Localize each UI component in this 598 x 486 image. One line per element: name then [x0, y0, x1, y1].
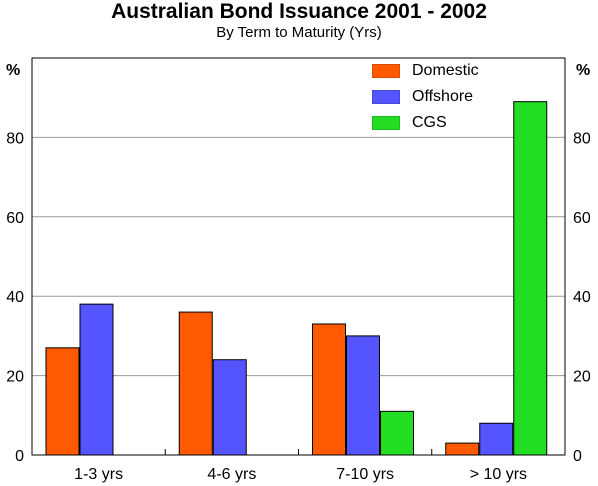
legend-item-cgs: CGS — [372, 114, 447, 132]
x-tick-label: 7-10 yrs — [336, 466, 394, 483]
legend-item-domestic: Domestic — [372, 62, 479, 80]
y-tick-label-left: 80 — [6, 130, 24, 147]
bar-cgs — [513, 101, 548, 456]
bar-cgs — [380, 410, 414, 456]
x-tick-label: 1-3 yrs — [74, 466, 123, 483]
y-tick-label-right: 80 — [573, 130, 591, 147]
bar-offshore — [346, 335, 380, 456]
bar-domestic — [312, 323, 346, 456]
chart-title: Australian Bond Issuance 2001 - 2002 — [111, 0, 487, 23]
bar-offshore — [212, 359, 247, 456]
y-tick-label-left: 20 — [6, 369, 24, 386]
legend-swatch — [372, 116, 400, 130]
legend-item-offshore: Offshore — [372, 88, 473, 106]
legend-swatch — [372, 64, 400, 78]
y-tick-label-right: 20 — [573, 369, 591, 386]
x-tick-label: 4-6 yrs — [207, 466, 256, 483]
legend-label: CGS — [412, 114, 447, 131]
legend-swatch — [372, 90, 400, 104]
chart-subtitle: By Term to Maturity (Yrs) — [216, 24, 382, 41]
bar-offshore — [479, 422, 514, 456]
legend-label: Domestic — [412, 62, 479, 79]
legend-label: Offshore — [412, 88, 474, 105]
y-tick-label-left: 40 — [6, 289, 24, 306]
bar-domestic — [445, 442, 480, 456]
bar-domestic — [45, 347, 80, 456]
bar-offshore — [79, 303, 114, 456]
right-axis-unit: % — [576, 62, 591, 79]
y-tick-label-left: 60 — [6, 210, 24, 227]
y-tick-label-right: 0 — [573, 448, 582, 465]
bar-domestic — [178, 311, 213, 456]
y-tick-label-right: 60 — [573, 210, 591, 227]
y-tick-label-right: 40 — [573, 289, 591, 306]
chart-legend: Domestic Offshore CGS — [372, 62, 512, 142]
y-tick-label-left: 0 — [15, 448, 24, 465]
x-tick-label: > 10 yrs — [470, 466, 527, 483]
left-axis-unit: % — [6, 62, 21, 79]
